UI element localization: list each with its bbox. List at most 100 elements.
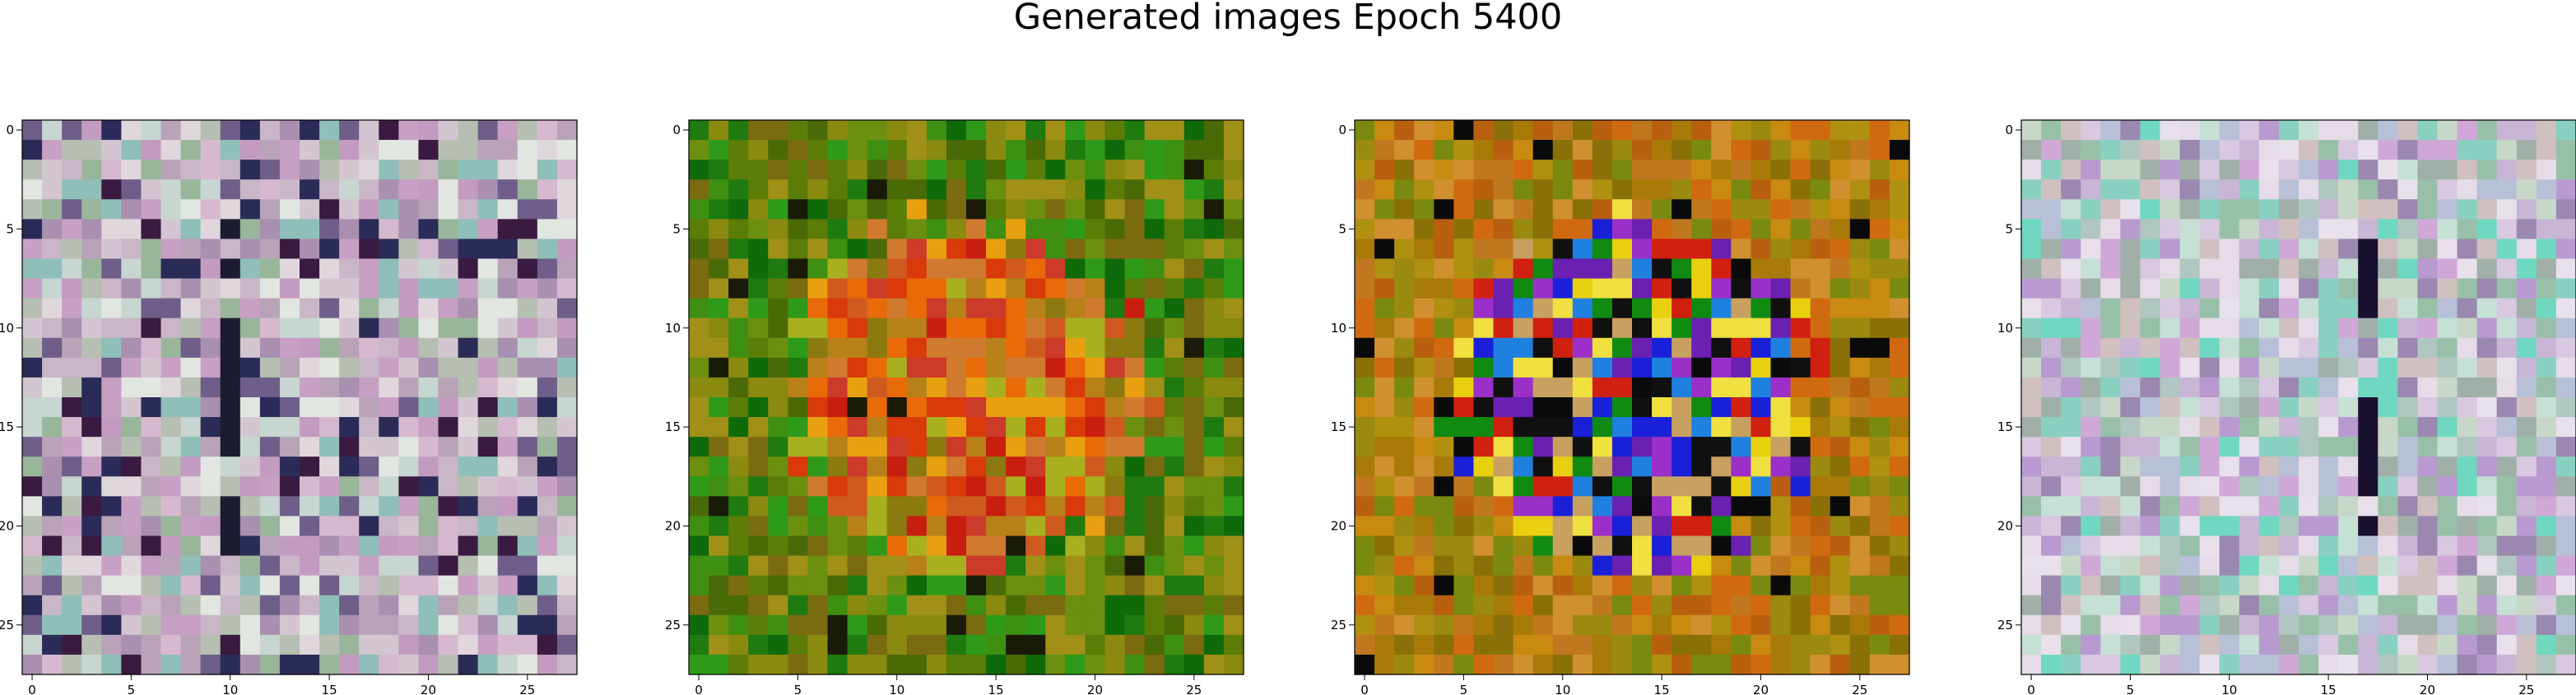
pixel (517, 140, 538, 160)
pixel (259, 258, 281, 280)
pixel (556, 516, 578, 537)
pixel (2199, 516, 2220, 537)
pixel (101, 614, 122, 636)
pixel (1045, 516, 1066, 537)
pixel (1711, 278, 1732, 299)
pixel (2496, 634, 2518, 656)
pixel (1572, 437, 1593, 457)
pixel (339, 337, 360, 359)
pixel (768, 199, 788, 220)
pixel (709, 516, 729, 537)
pixel (2041, 179, 2062, 200)
pixel (748, 516, 769, 537)
pixel (2397, 298, 2419, 319)
pixel (141, 496, 162, 517)
pixel (1611, 160, 1633, 180)
pixel (398, 278, 420, 299)
pixel (1223, 317, 1244, 339)
pixel (2219, 555, 2240, 577)
pixel (2239, 337, 2260, 359)
pixel (2160, 417, 2181, 438)
pixel (1164, 437, 1185, 457)
pixel (379, 496, 399, 517)
pixel (497, 535, 518, 557)
pixel (438, 278, 459, 299)
pixel (1434, 397, 1454, 418)
pixel (1611, 199, 1633, 220)
pixel (339, 634, 360, 656)
pixel (847, 337, 868, 359)
pixel (807, 298, 829, 319)
pixel (2160, 535, 2181, 557)
pixel (1849, 377, 1871, 398)
pixel (886, 595, 908, 616)
pixel (279, 437, 300, 457)
pixel (1889, 140, 1910, 160)
pixel (1751, 535, 1772, 557)
pixel (121, 278, 142, 299)
pixel (1414, 140, 1434, 160)
pixel (1164, 496, 1185, 517)
pixel (1493, 654, 1514, 675)
pixel (867, 258, 888, 280)
pixel (279, 357, 300, 378)
pixel (359, 258, 379, 280)
pixel (2021, 634, 2042, 656)
pixel (906, 317, 928, 339)
pixel (768, 397, 788, 418)
pixel (1394, 357, 1415, 378)
pixel (1144, 654, 1165, 675)
pixel (556, 160, 578, 180)
pixel (259, 496, 281, 517)
pixel (2021, 595, 2042, 616)
pixel (2299, 555, 2319, 577)
pixel (537, 535, 558, 557)
pixel (2021, 337, 2042, 359)
pixel (2318, 634, 2339, 656)
pixel (2378, 337, 2398, 359)
pixel (966, 278, 987, 299)
pixel (1849, 239, 1871, 260)
pixel (2041, 317, 2062, 339)
pixel (2081, 397, 2101, 418)
pixel (2140, 219, 2161, 240)
pixel (1203, 199, 1225, 220)
pixel (1374, 239, 1395, 260)
pixel (1790, 337, 1811, 359)
pixel (398, 437, 420, 457)
pixel (537, 397, 558, 418)
pixel (2299, 278, 2319, 299)
pixel (1065, 219, 1086, 240)
pixel (986, 160, 1007, 180)
pixel (1572, 258, 1593, 280)
pixel (1592, 239, 1613, 260)
pixel (1223, 496, 1244, 517)
pixel (1374, 456, 1395, 477)
pixel (1552, 496, 1574, 517)
pixel (1830, 219, 1851, 240)
pixel (2516, 555, 2537, 577)
pixel (946, 199, 967, 220)
pixel (1453, 120, 1475, 141)
pixel (1652, 160, 1672, 180)
pixel (1183, 120, 1205, 141)
pixel (2476, 456, 2498, 477)
pixel (497, 219, 518, 240)
pixel (1513, 397, 1534, 418)
pixel (2476, 298, 2498, 319)
pixel (81, 140, 102, 160)
pixel (2338, 337, 2359, 359)
pixel (2258, 417, 2280, 438)
pixel (2021, 298, 2042, 319)
pixel (1104, 179, 1126, 200)
pixel (1006, 120, 1026, 141)
pixel (1532, 219, 1554, 240)
pixel (2219, 476, 2240, 497)
pixel (1006, 535, 1026, 557)
pixel (709, 278, 729, 299)
pixel (1124, 575, 1146, 596)
pixel (2318, 377, 2339, 398)
pixel (2100, 377, 2121, 398)
pixel (2100, 278, 2121, 299)
pixel (1085, 437, 1106, 457)
